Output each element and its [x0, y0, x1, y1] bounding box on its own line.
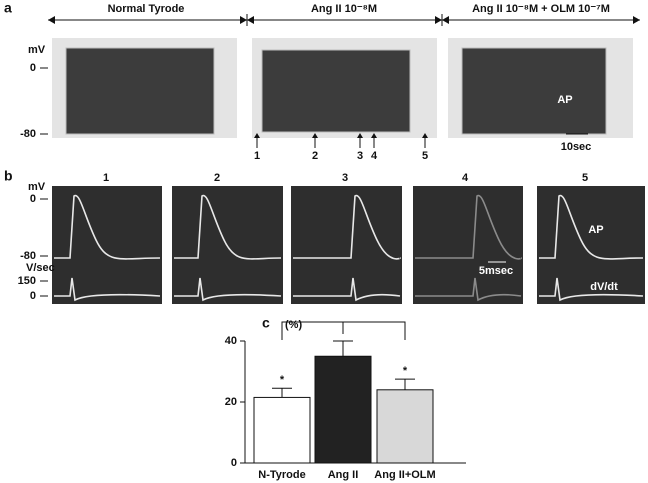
y-label: 150	[18, 275, 36, 287]
bar	[314, 355, 372, 464]
column: 1	[103, 172, 109, 184]
y-label: -80	[20, 128, 36, 140]
significance: *	[403, 365, 408, 377]
y-tick-label: 40	[225, 335, 237, 347]
scale-bar: 5msec	[479, 265, 513, 277]
recording-frame	[52, 186, 162, 304]
y-label: 0	[30, 193, 36, 205]
y-unit: V/sec	[26, 262, 55, 274]
panel-label: c	[262, 315, 270, 331]
marker: 2	[312, 150, 318, 162]
marker: 3	[357, 150, 363, 162]
column: 3	[342, 172, 348, 184]
y-tick-label: 0	[231, 457, 237, 469]
bar-chart: c (%) 0 20 40 * N-Tyrode Ang II * Ang II+OLM	[225, 315, 466, 481]
ap-trace	[54, 194, 161, 260]
column: 5	[582, 172, 588, 184]
condition: Normal Tyrode	[108, 3, 185, 15]
condition-arrows	[48, 14, 640, 26]
column: 2	[214, 172, 220, 184]
recording-frame	[291, 186, 402, 304]
y-axis-label: (%)	[285, 319, 302, 331]
recording-frame	[537, 186, 645, 304]
ap-trace	[293, 194, 401, 260]
x-tick-label: Ang II+OLM	[374, 469, 435, 481]
recordings	[52, 186, 645, 304]
ap-trace	[415, 194, 522, 260]
trace-label: AP	[588, 224, 603, 236]
panel-label: a	[4, 0, 12, 16]
y-label: 0	[30, 290, 36, 302]
bar	[253, 396, 311, 464]
column: 4	[462, 172, 469, 184]
dvdt-trace	[415, 277, 522, 302]
ap-trace	[539, 194, 644, 260]
x-tick-label: Ang II	[328, 469, 359, 481]
dvdt-trace	[539, 277, 644, 302]
dvdt-trace	[174, 277, 282, 302]
dvdt-trace	[293, 277, 401, 302]
x-tick-label: N-Tyrode	[258, 469, 305, 481]
y-label: -80	[20, 250, 36, 262]
recording-frame	[413, 186, 523, 304]
y-unit: mV	[28, 44, 46, 56]
panel-label: b	[4, 168, 13, 184]
marker-arrows	[254, 133, 428, 148]
bar	[376, 389, 434, 464]
trace-label: dV/dt	[590, 281, 618, 293]
comparison-bracket	[281, 321, 406, 340]
y-unit: mV	[28, 181, 46, 193]
recording	[52, 38, 633, 138]
marker: 5	[422, 150, 428, 162]
significance: *	[280, 374, 285, 386]
scale-bar: 10sec	[561, 141, 592, 153]
marker: 4	[371, 150, 378, 162]
marker: 1	[254, 150, 260, 162]
y-tick-label: 20	[225, 396, 237, 408]
ap-trace	[174, 194, 282, 260]
y-label: 0	[30, 62, 36, 74]
dvdt-trace	[54, 277, 161, 302]
condition: Ang II 10⁻⁸M	[311, 3, 377, 15]
condition: Ang II 10⁻⁸M + OLM 10⁻⁷M	[472, 3, 610, 15]
trace-label: AP	[557, 94, 572, 106]
